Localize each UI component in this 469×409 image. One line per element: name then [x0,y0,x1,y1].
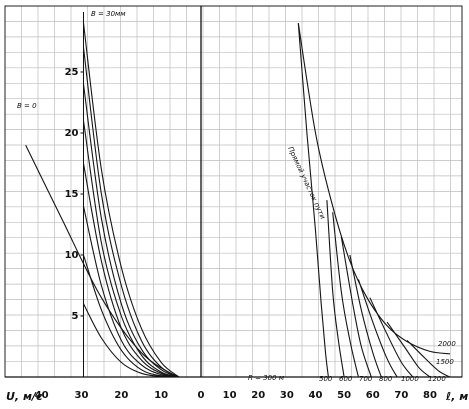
y-tick-left: 25 [65,67,79,78]
x-tick-right: 10 [223,390,237,401]
curve-left-6 [82,206,180,378]
x-tick-right: 50 [337,390,351,401]
curve-radius-2 [332,212,359,378]
x-tick-left: 20 [114,390,128,401]
x-axis-label-right: ℓ, м [445,390,468,403]
radius-label: 700 [359,375,373,383]
radius-label: 600 [339,375,353,383]
curves [25,23,451,378]
straight-track-curve [297,23,451,355]
axes [5,6,462,378]
curve-radius-6 [369,297,414,378]
x-tick-right: 30 [280,390,294,401]
curve-left-3 [82,84,180,378]
curve-radius-8 [406,340,451,378]
curve-radius-3 [340,236,372,378]
grid [4,5,463,378]
top-curve-label: B = 30мм [91,10,126,18]
radius-label: R = 300 м [248,374,285,382]
y-tick-left: 5 [72,311,79,322]
curve-radius-4 [349,254,382,378]
x-tick-right: 80 [423,390,437,401]
radius-label: 800 [379,375,393,383]
curve-left-1 [82,23,180,378]
x-tick-right: 0 [198,390,205,401]
curve-left-4 [82,120,180,378]
y-tick-left: 15 [65,189,79,200]
x-tick-right: 70 [394,390,408,401]
curve-radius-0 [297,23,329,378]
radius-label: 1500 [436,358,454,366]
curve-radius-5 [357,279,398,378]
x-tick-right: 40 [309,390,323,401]
zero-curve-label: B = 0 [17,102,37,110]
x-tick-left: 10 [154,390,168,401]
curve-left-5 [82,163,180,378]
curve-radius-7 [386,321,431,378]
y-tick-left: 10 [65,250,79,261]
radius-label: 1200 [428,375,446,383]
x-tick-left: 30 [75,390,89,401]
x-tick-right: 20 [251,390,265,401]
radius-label: 500 [319,375,333,383]
curve-left-8 [83,303,180,378]
radius-label: 1000 [401,375,419,383]
curve-radius-1 [326,200,345,378]
y-tick-left: 20 [65,128,79,139]
x-tick-left: 40 [35,390,49,401]
x-axis-label-left: U, м/с [6,390,43,403]
radius-label: 2000 [438,340,456,348]
x-tick-right: 60 [366,390,380,401]
curve-left-2 [82,47,180,378]
